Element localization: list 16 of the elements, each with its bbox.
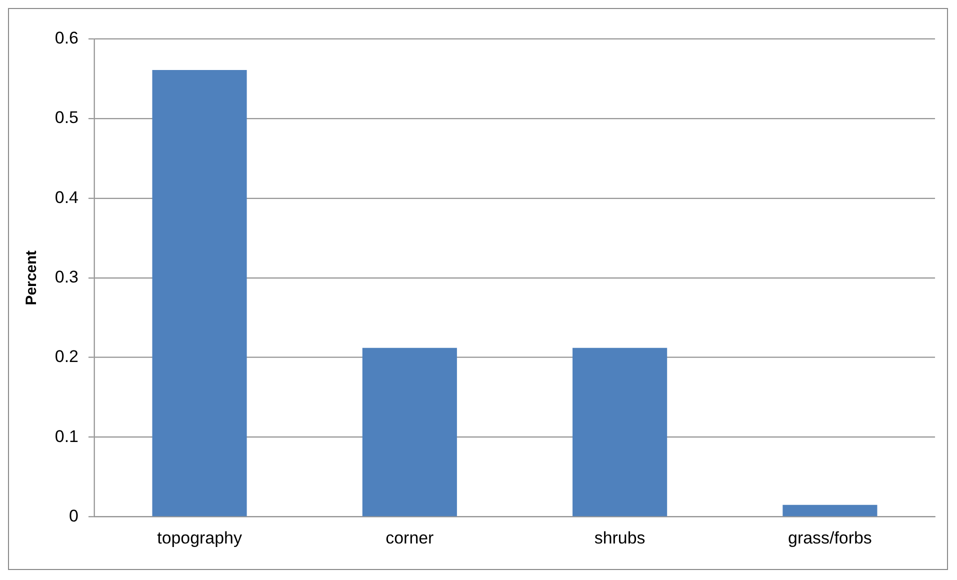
x-tick-label: topography: [157, 528, 242, 548]
y-tick-label: 0.6: [54, 28, 78, 48]
y-tick-label: 0.4: [54, 188, 78, 207]
bar: [572, 348, 668, 516]
bar: [362, 348, 457, 516]
x-tick-label: grass/forbs: [788, 528, 872, 548]
y-tick-label: 0.2: [54, 347, 78, 366]
y-tick-label: 0.3: [54, 268, 78, 287]
bar: [782, 504, 878, 516]
x-tick-label: corner: [386, 528, 434, 548]
y-tick-label: 0.5: [54, 108, 78, 128]
y-tick-label: 0: [69, 506, 78, 526]
y-axis-title: Percent: [23, 250, 40, 306]
x-tick-label: shrubs: [594, 528, 646, 548]
y-tick-label: 0.1: [54, 426, 78, 446]
bar: [152, 70, 247, 516]
